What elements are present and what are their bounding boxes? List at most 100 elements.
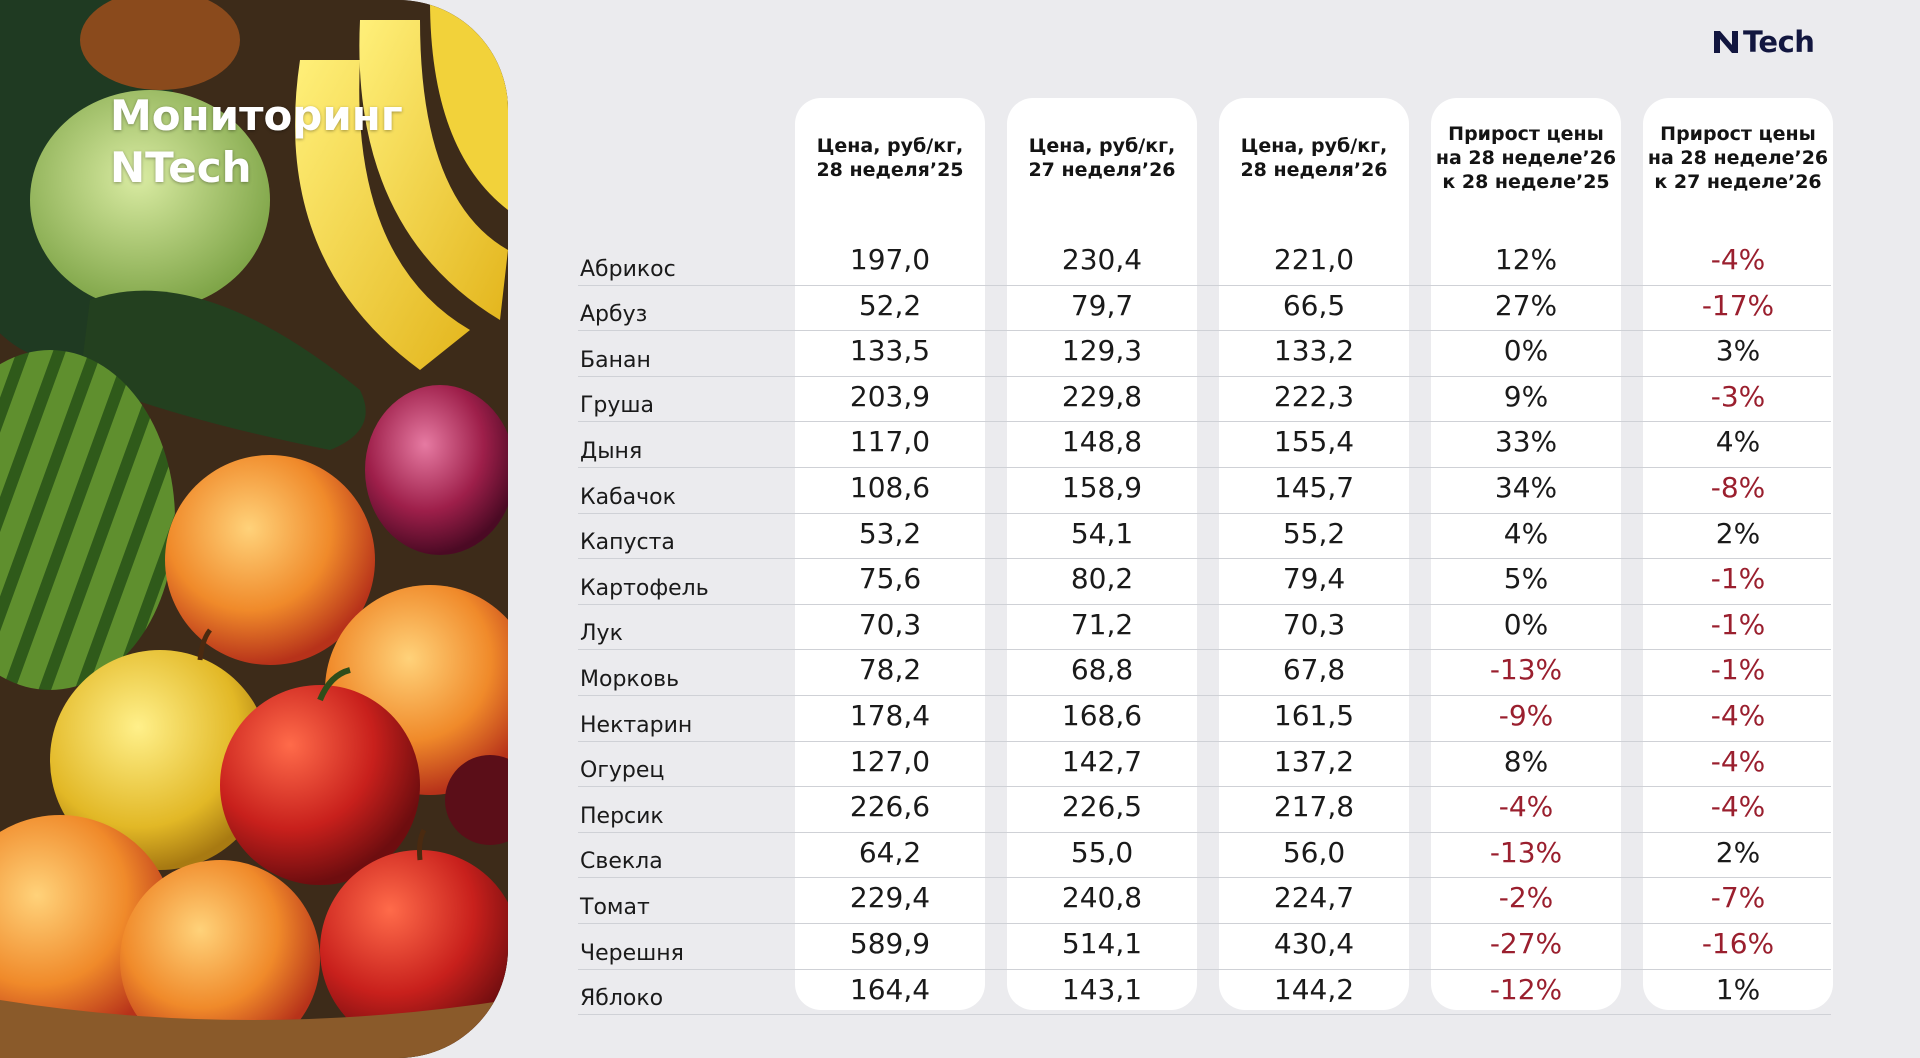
price-cell: 67,8 — [1282, 653, 1346, 687]
column-card-3 — [1219, 98, 1409, 1010]
growth-cell: 5% — [1503, 562, 1549, 596]
price-cell: 70,3 — [858, 607, 922, 641]
price-cell: 54,1 — [1070, 516, 1134, 550]
column-header-growth-yoy: Прирост цены на 28 неделе’26 к 28 неделе… — [1431, 98, 1621, 218]
table-row: Картофель 75,6 80,2 79,4 5% -1% — [578, 559, 1831, 605]
growth-cell: -1% — [1710, 607, 1766, 641]
column-card-4 — [1431, 98, 1621, 1010]
product-name: Нектарин — [580, 712, 693, 738]
growth-cell: -9% — [1498, 698, 1554, 732]
header-line: Цена, руб/кг, — [816, 135, 964, 157]
price-cell: 161,5 — [1273, 698, 1355, 732]
table-row: Банан 133,5 129,3 133,2 0% 3% — [578, 331, 1831, 377]
table-row: Огурец 127,0 142,7 137,2 8% -4% — [578, 742, 1831, 788]
growth-cell: 1% — [1715, 972, 1761, 1006]
growth-cell: 12% — [1494, 243, 1558, 276]
table-row: Персик 226,6 226,5 217,8 -4% -4% — [578, 787, 1831, 833]
price-cell: 79,7 — [1070, 288, 1134, 322]
price-table: Абрикос 197,0 230,4 221,0 12% -4% Арбуз 52,2 79,… — [578, 240, 1831, 1016]
header-line: Цена, руб/кг, — [1028, 135, 1176, 157]
price-cell: 68,8 — [1070, 653, 1134, 687]
price-cell: 589,9 — [849, 926, 931, 960]
price-cell: 430,4 — [1273, 926, 1355, 960]
price-cell: 178,4 — [849, 698, 931, 732]
header-line: 28 неделя’26 — [1240, 159, 1388, 181]
growth-cell: 0% — [1503, 607, 1549, 641]
growth-cell: 0% — [1503, 334, 1549, 368]
column-header-price-w27-26: Цена, руб/кг, 27 неделя’26 — [1007, 98, 1197, 218]
price-cell: 197,0 — [849, 243, 931, 276]
header-line: 27 неделя’26 — [1028, 159, 1176, 181]
growth-cell: 4% — [1715, 425, 1761, 459]
page-title: Мониторинг NTech — [110, 90, 403, 194]
growth-cell: -27% — [1489, 926, 1563, 960]
growth-cell: -13% — [1489, 835, 1563, 869]
product-name: Яблоко — [580, 986, 664, 1012]
price-cell: 148,8 — [1061, 425, 1143, 459]
price-cell: 108,6 — [849, 470, 931, 504]
growth-cell: -4% — [1710, 243, 1766, 276]
price-cell: 55,2 — [1282, 516, 1346, 550]
growth-cell: 3% — [1715, 334, 1761, 368]
growth-cell: -4% — [1498, 790, 1554, 824]
header-line: Прирост цены — [1448, 123, 1604, 145]
price-cell: 79,4 — [1282, 562, 1346, 596]
price-cell: 224,7 — [1273, 881, 1355, 915]
price-cell: 56,0 — [1282, 835, 1346, 869]
header-line: 28 неделя’25 — [816, 159, 964, 181]
growth-cell: -1% — [1710, 562, 1766, 596]
price-cell: 226,6 — [849, 790, 931, 824]
table-row: Дыня 117,0 148,8 155,4 33% 4% — [578, 422, 1831, 468]
growth-cell: 2% — [1715, 516, 1761, 550]
price-cell: 230,4 — [1061, 243, 1143, 276]
column-header-growth-wow: Прирост цены на 28 неделе’26 к 27 неделе… — [1643, 98, 1833, 218]
column-header-price-w28-26: Цена, руб/кг, 28 неделя’26 — [1219, 98, 1409, 218]
price-cell: 144,2 — [1273, 972, 1355, 1006]
price-cell: 203,9 — [849, 379, 931, 413]
product-name: Огурец — [580, 758, 665, 784]
header-line: Прирост цены — [1660, 123, 1816, 145]
product-name: Черешня — [580, 940, 684, 966]
price-cell: 164,4 — [849, 972, 931, 1006]
price-cell: 66,5 — [1282, 288, 1346, 322]
table-row: Свекла 64,2 55,0 56,0 -13% 2% — [578, 833, 1831, 879]
growth-cell: -4% — [1710, 744, 1766, 778]
price-cell: 55,0 — [1070, 835, 1134, 869]
price-cell: 133,2 — [1273, 334, 1355, 368]
table-row: Томат 229,4 240,8 224,7 -2% -7% — [578, 878, 1831, 924]
price-cell: 133,5 — [849, 334, 931, 368]
growth-cell: 34% — [1494, 470, 1558, 504]
product-name: Банан — [580, 347, 651, 373]
growth-cell: 27% — [1494, 288, 1558, 322]
product-name: Груша — [580, 393, 655, 419]
table-row: Капуста 53,2 54,1 55,2 4% 2% — [578, 514, 1831, 560]
growth-cell: -17% — [1701, 288, 1775, 322]
price-cell: 221,0 — [1273, 243, 1355, 276]
table-row: Лук 70,3 71,2 70,3 0% -1% — [578, 605, 1831, 651]
price-cell: 240,8 — [1061, 881, 1143, 915]
product-name: Арбуз — [580, 302, 648, 328]
produce-illustration — [0, 0, 508, 1058]
growth-cell: -13% — [1489, 653, 1563, 687]
price-cell: 78,2 — [858, 653, 922, 687]
product-name: Картофель — [580, 575, 709, 601]
table-row: Груша 203,9 229,8 222,3 9% -3% — [578, 377, 1831, 423]
price-cell: 229,8 — [1061, 379, 1143, 413]
product-name: Томат — [580, 894, 650, 920]
product-name: Персик — [580, 803, 664, 829]
growth-cell: 33% — [1494, 425, 1558, 459]
logo-text: Tech — [1743, 25, 1815, 59]
growth-cell: -4% — [1710, 698, 1766, 732]
product-name: Капуста — [580, 530, 675, 556]
price-cell: 70,3 — [1282, 607, 1346, 641]
product-name: Абрикос — [580, 256, 676, 282]
header-line: на 28 неделе’26 — [1435, 147, 1617, 169]
growth-cell: -4% — [1710, 790, 1766, 824]
price-cell: 127,0 — [849, 744, 931, 778]
price-cell: 117,0 — [849, 425, 931, 459]
product-name: Морковь — [580, 666, 680, 692]
price-cell: 52,2 — [858, 288, 922, 322]
price-cell: 53,2 — [858, 516, 922, 550]
price-cell: 137,2 — [1273, 744, 1355, 778]
column-card-2 — [1007, 98, 1197, 1010]
